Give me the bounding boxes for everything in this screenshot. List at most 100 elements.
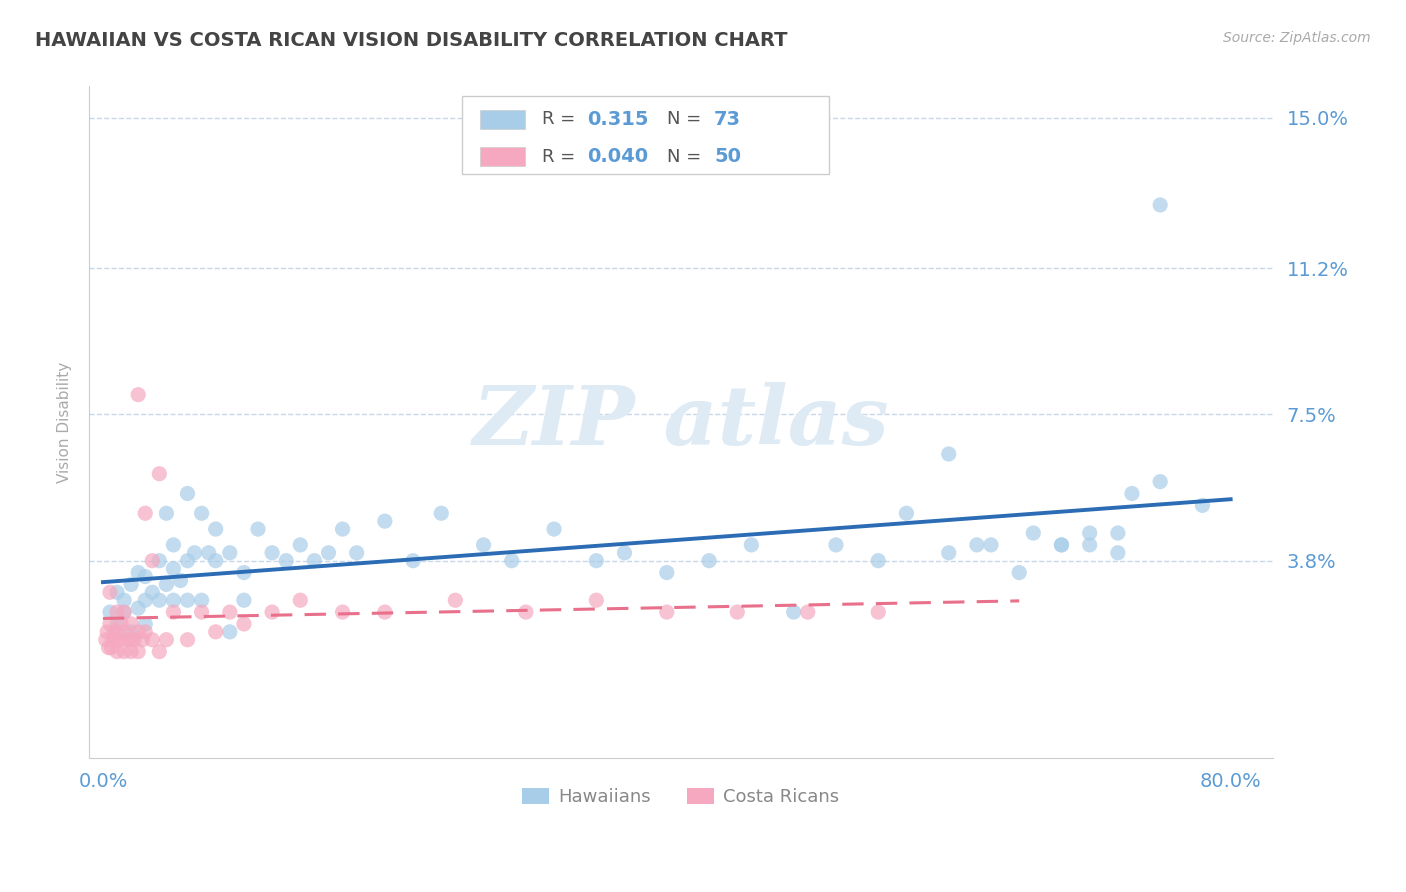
Point <box>204 624 226 639</box>
Point <box>101 632 124 647</box>
Point <box>402 554 425 568</box>
Point <box>108 632 131 647</box>
Text: 50: 50 <box>714 147 741 166</box>
Point <box>247 522 270 536</box>
Point <box>162 561 184 575</box>
Point <box>105 645 128 659</box>
Point <box>197 546 219 560</box>
Point <box>134 624 156 639</box>
Point <box>112 645 135 659</box>
FancyBboxPatch shape <box>461 96 830 174</box>
Point <box>1149 475 1171 489</box>
Point <box>134 506 156 520</box>
Point <box>613 546 636 560</box>
Point <box>120 645 142 659</box>
Point <box>825 538 848 552</box>
Point <box>103 624 125 639</box>
Point <box>868 554 890 568</box>
Text: 0.315: 0.315 <box>588 110 648 129</box>
Point <box>543 522 565 536</box>
Point <box>218 605 240 619</box>
Point <box>190 506 212 520</box>
Point <box>141 632 163 647</box>
Point <box>94 632 117 647</box>
Legend: Hawaiians, Costa Ricans: Hawaiians, Costa Ricans <box>515 780 846 814</box>
Point <box>1050 538 1073 552</box>
Point <box>332 522 354 536</box>
Point <box>162 538 184 552</box>
Point <box>318 546 340 560</box>
Point <box>374 605 396 619</box>
Point <box>966 538 988 552</box>
Point <box>1191 499 1213 513</box>
Point <box>148 467 170 481</box>
Point <box>332 605 354 619</box>
Point <box>1107 526 1129 541</box>
Point <box>938 447 960 461</box>
Point <box>122 632 145 647</box>
Point <box>112 605 135 619</box>
Point <box>148 645 170 659</box>
Point <box>127 566 149 580</box>
Point <box>127 387 149 401</box>
Point <box>96 624 118 639</box>
Point <box>105 585 128 599</box>
Point <box>117 632 139 647</box>
Point <box>100 640 122 655</box>
Point <box>1050 538 1073 552</box>
Point <box>176 554 198 568</box>
Point <box>190 593 212 607</box>
Point <box>112 605 135 619</box>
Point <box>655 605 678 619</box>
Point <box>98 605 121 619</box>
Point <box>104 632 127 647</box>
Point <box>1008 566 1031 580</box>
Point <box>97 640 120 655</box>
Point <box>176 486 198 500</box>
Text: 73: 73 <box>714 110 741 129</box>
Point <box>110 616 132 631</box>
Point <box>105 624 128 639</box>
Point <box>176 632 198 647</box>
Point <box>938 546 960 560</box>
Point <box>472 538 495 552</box>
Point <box>980 538 1002 552</box>
Point <box>430 506 453 520</box>
Point <box>515 605 537 619</box>
Point <box>1107 546 1129 560</box>
Point <box>1078 526 1101 541</box>
Point <box>141 585 163 599</box>
Point <box>655 566 678 580</box>
Point <box>896 506 918 520</box>
Point <box>120 616 142 631</box>
Point <box>98 616 121 631</box>
Point <box>120 632 142 647</box>
Point <box>290 593 312 607</box>
Point <box>134 616 156 631</box>
Text: N =: N = <box>666 111 707 128</box>
Text: Source: ZipAtlas.com: Source: ZipAtlas.com <box>1223 31 1371 45</box>
Point <box>105 616 128 631</box>
Point <box>1078 538 1101 552</box>
Point <box>444 593 467 607</box>
Point <box>725 605 748 619</box>
Point <box>162 605 184 619</box>
Point <box>112 624 135 639</box>
Point <box>105 605 128 619</box>
Point <box>232 566 254 580</box>
Point <box>190 605 212 619</box>
Point <box>868 605 890 619</box>
Point <box>218 624 240 639</box>
Point <box>585 593 607 607</box>
Point <box>155 577 177 591</box>
Point <box>782 605 804 619</box>
Point <box>232 616 254 631</box>
Point <box>162 593 184 607</box>
Point <box>501 554 523 568</box>
Point <box>155 632 177 647</box>
Point <box>1149 198 1171 212</box>
Point <box>169 574 191 588</box>
Point <box>127 624 149 639</box>
Point <box>127 645 149 659</box>
Text: 0.040: 0.040 <box>588 147 648 166</box>
